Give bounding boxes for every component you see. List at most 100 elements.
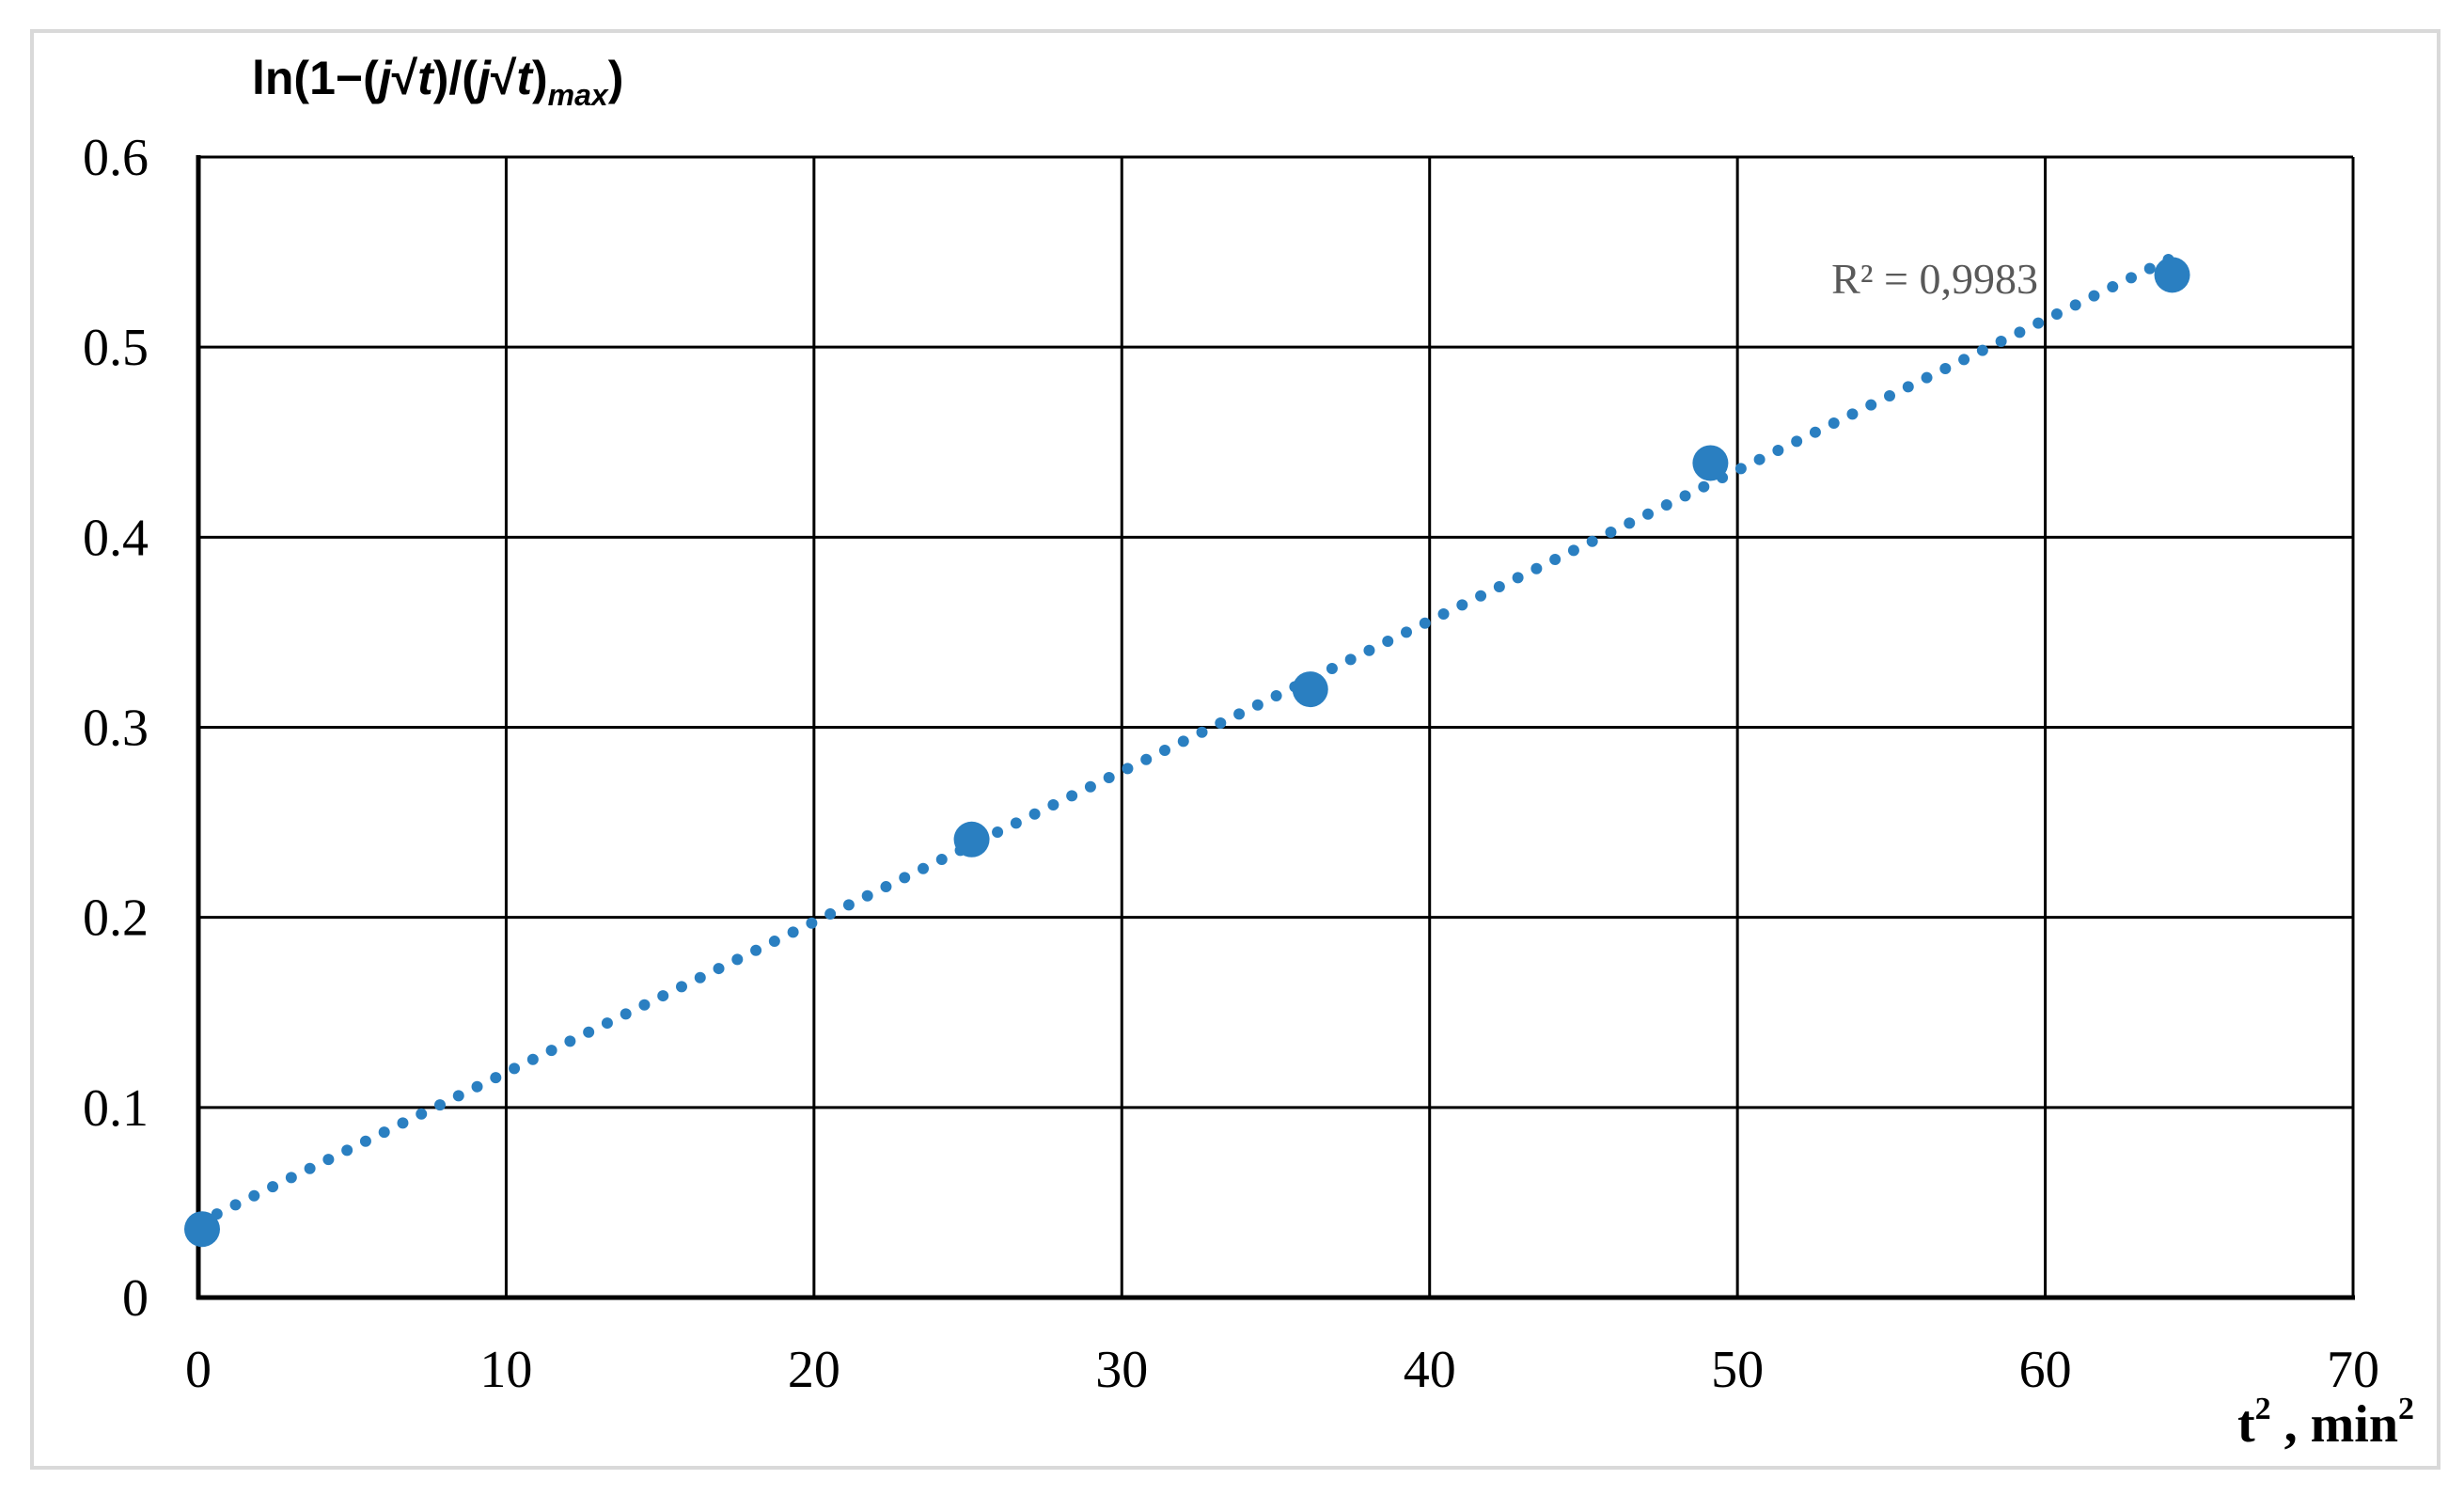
x-tick-label: 10 [479, 1341, 532, 1399]
x-axis-label: t2 , min2 [2237, 1392, 2414, 1454]
trendline-dot [285, 1172, 297, 1184]
trendline-dot [1734, 463, 1747, 475]
trendline-dot [2050, 308, 2063, 321]
trendline-dot [526, 1053, 539, 1065]
trendline-dot [490, 1072, 502, 1084]
trendline-dot [750, 944, 762, 956]
trendline-dot [509, 1062, 521, 1075]
r-squared-annotation: R² = 0,9983 [1831, 255, 2038, 303]
x-tick-label: 70 [2327, 1341, 2379, 1399]
trendline-dot [1344, 653, 1357, 666]
y-tick-label: 0.1 [83, 1079, 149, 1138]
y-tick-label: 0.4 [83, 509, 149, 567]
trendline-dot [1624, 517, 1636, 529]
trendline-dot [1865, 399, 1877, 411]
trendline-dot [1028, 808, 1041, 820]
trendline-dot [899, 872, 911, 884]
trendline-dot [1921, 371, 1933, 384]
y-tick-label: 0.3 [83, 700, 149, 758]
trendline-dot [267, 1181, 279, 1193]
trendline-dot [2014, 326, 2026, 338]
trendline-dot [620, 1008, 632, 1020]
trendline-dot [638, 999, 651, 1011]
trendline-dot [676, 981, 688, 993]
trendline-dot [1605, 527, 1617, 539]
trendline-dot [322, 1154, 335, 1166]
trendline-dot [1995, 336, 2007, 348]
trendline-dot [1437, 608, 1450, 621]
axes [196, 155, 2355, 1300]
trendline-dot [2107, 281, 2119, 293]
trendline-dot [1456, 599, 1468, 611]
y-tick-label: 0.2 [83, 889, 149, 948]
trendline-dot [1159, 745, 1171, 757]
trendline-dot [694, 971, 706, 984]
trendline-dot [1698, 480, 1710, 493]
trendline-dot [397, 1117, 409, 1129]
trendline-dot [657, 990, 669, 1002]
trendline-dot [787, 926, 799, 938]
trendline-dot [1809, 426, 1821, 438]
trendline-dot [341, 1144, 353, 1157]
trendline-dot [1939, 363, 1952, 375]
grid-lines [198, 155, 2355, 1298]
trendline-dot [731, 953, 744, 966]
data-point-marker [1692, 445, 1729, 481]
trendline-dot [1103, 772, 1115, 784]
data-point-marker [953, 821, 990, 858]
trendline-dot [1215, 717, 1227, 730]
trendline-dot [1493, 581, 1505, 593]
trendline-dot [1363, 644, 1375, 656]
y-tick-label: 0 [122, 1269, 149, 1328]
trendline-dot [1958, 354, 1970, 366]
trendline-dot [1791, 435, 1803, 448]
y-tick-labels: 0 0.1 0.2 0.3 0.4 0.5 0.6 [83, 129, 149, 1328]
trendline-dot [1270, 690, 1282, 702]
trendline-dot [880, 881, 892, 893]
trendline-dot [1401, 626, 1413, 638]
trendline-dot [545, 1045, 557, 1057]
trendline-dot [564, 1035, 576, 1047]
y-tick-label: 0.5 [83, 319, 149, 377]
y-axis-label: ln(1−(j√t)/(j√t)max) [252, 52, 623, 112]
x-tick-label: 50 [1711, 1341, 1764, 1399]
trendline-dot [1567, 544, 1579, 557]
trendline-dot [229, 1199, 242, 1211]
trendline-dot [1140, 753, 1153, 765]
trendline-dot [1512, 572, 1524, 584]
trendline-dot [1233, 708, 1246, 720]
trendline-dot [1177, 735, 1189, 748]
trendline-dot [452, 1090, 464, 1102]
trendline-dot [713, 963, 725, 975]
data-point-marker [2154, 257, 2190, 293]
y-tick-label: 0.6 [83, 129, 149, 187]
trendline-dot [1846, 408, 1859, 420]
trendline-dot [1047, 799, 1059, 811]
trendline-dot [1660, 499, 1672, 511]
x-tick-labels: 0 10 20 30 40 50 60 70 [185, 1341, 2379, 1399]
trendline-dot [935, 854, 948, 866]
trendline-dot [1122, 763, 1134, 775]
trendline-dot [824, 908, 837, 921]
trendline-dot [1976, 344, 1988, 356]
trendline-dot [1772, 445, 1784, 457]
chart-frame [30, 29, 2440, 1470]
trendline-dot [918, 862, 930, 874]
data-point-marker [1292, 671, 1328, 708]
trendline-dot [248, 1189, 260, 1202]
trendline-dot [1326, 663, 1338, 675]
trendline-dot [1549, 554, 1562, 566]
trendline-dot [2143, 262, 2156, 275]
trendline-dot [1475, 590, 1487, 602]
trendline-dot [416, 1108, 428, 1120]
trendline-dot [1753, 453, 1766, 465]
data-point-marker [184, 1211, 220, 1248]
trendline-dot [1828, 417, 1840, 430]
trendline-dot [768, 936, 780, 948]
x-tick-label: 40 [1404, 1341, 1456, 1399]
trendline-dot [2032, 317, 2045, 329]
trendline-dot [1196, 726, 1208, 738]
x-tick-label: 0 [185, 1341, 212, 1399]
trendline-dot [1642, 508, 1655, 520]
